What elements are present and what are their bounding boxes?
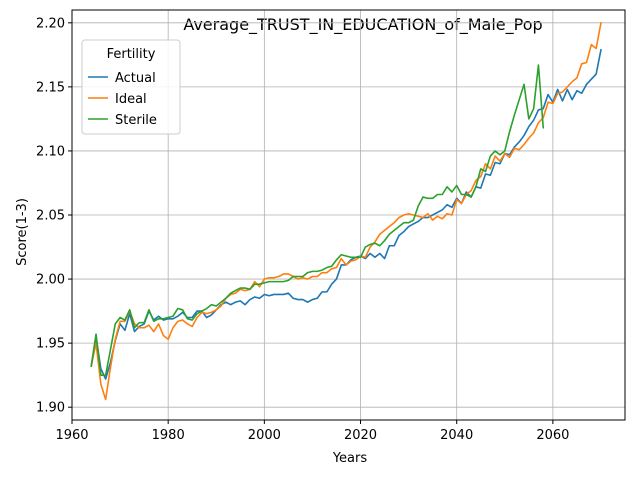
legend-items: Actual Ideal Sterile xyxy=(88,71,157,128)
y-tick-label: 2.15 xyxy=(36,80,65,95)
x-tick-label: 2040 xyxy=(440,428,473,443)
y-tick-label: 1.90 xyxy=(36,401,65,416)
y-axis-ticks: 1.90 1.95 2.00 2.05 2.10 2.15 2.20 xyxy=(36,16,72,416)
y-axis-label: Score(1-3) xyxy=(15,198,30,266)
series-line-ideal xyxy=(90,22,602,401)
legend-title: Fertility xyxy=(107,47,156,62)
legend-label-ideal: Ideal xyxy=(115,92,147,107)
x-tick-label: 2060 xyxy=(536,428,569,443)
y-tick-label: 2.00 xyxy=(36,273,65,288)
y-tick-label: 2.05 xyxy=(36,209,65,224)
y-tick-label: 1.95 xyxy=(36,337,65,352)
x-tick-label: 2000 xyxy=(248,428,281,443)
x-tick-label: 2020 xyxy=(344,428,377,443)
legend-label-sterile: Sterile xyxy=(115,113,157,128)
legend-label-actual: Actual xyxy=(115,71,156,86)
x-axis-ticks: 1960 1980 2000 2020 2040 2060 xyxy=(55,420,569,443)
x-tick-label: 1960 xyxy=(55,428,88,443)
grid xyxy=(71,10,625,420)
y-tick-label: 2.10 xyxy=(36,144,65,159)
y-tick-label: 2.20 xyxy=(36,16,65,31)
x-tick-label: 1980 xyxy=(152,428,185,443)
legend-box xyxy=(81,39,181,135)
series-layer xyxy=(90,22,602,401)
chart-title: Average_TRUST_IN_EDUCATION_of_Male_Pop xyxy=(183,15,542,35)
x-axis-label: Years xyxy=(332,451,368,466)
series-line-sterile xyxy=(90,64,545,376)
legend: Fertility Actual Ideal Sterile xyxy=(81,39,181,135)
